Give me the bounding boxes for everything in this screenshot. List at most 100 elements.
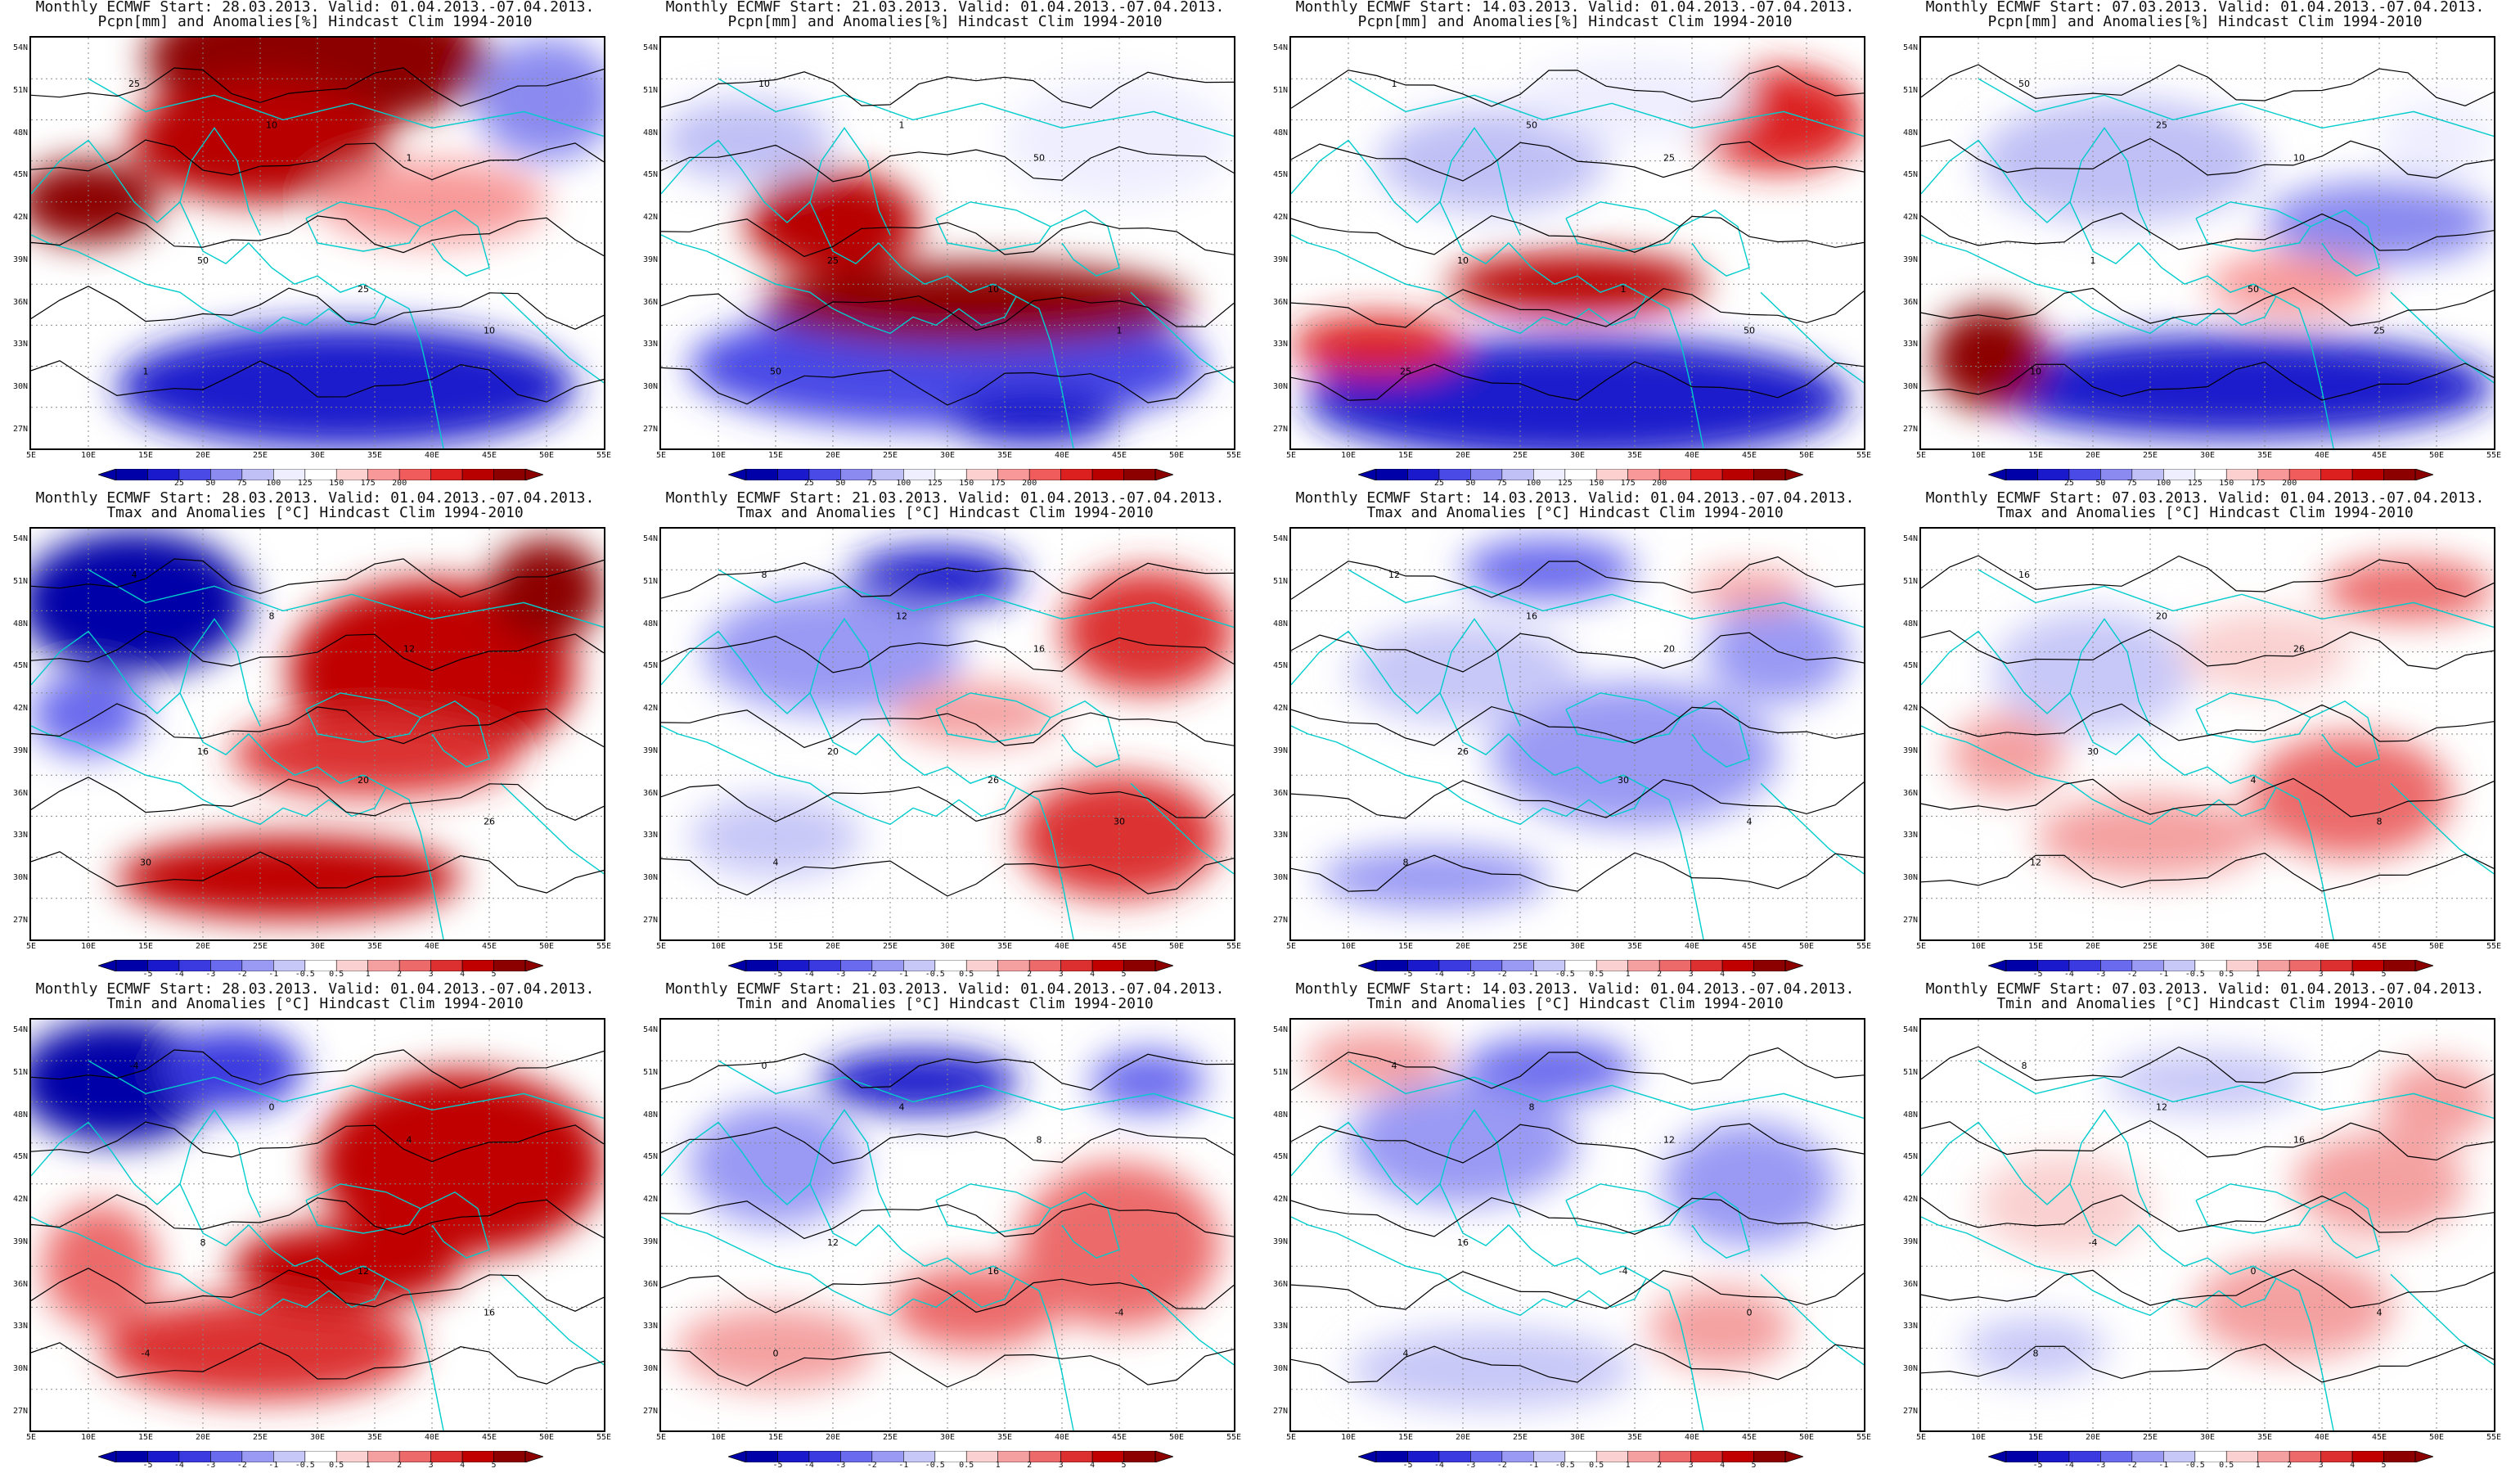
contour-label: 12 bbox=[1388, 570, 1400, 580]
colorbar-segment bbox=[493, 1450, 526, 1463]
colorbar-tick-label: -1 bbox=[268, 970, 279, 979]
latitude-label: 42N bbox=[12, 213, 28, 223]
latitude-label: 45N bbox=[1272, 1152, 1288, 1162]
contour-label: -4 bbox=[1115, 1307, 1124, 1318]
longitude-label: 40E bbox=[1054, 451, 1070, 460]
colorbar-tick-label: 1 bbox=[2255, 1461, 2261, 1470]
anomaly-region bbox=[1091, 1050, 1205, 1112]
colorbar-tick-label: 100 bbox=[2156, 479, 2171, 488]
longitude-label: 30E bbox=[309, 451, 326, 460]
coastline bbox=[31, 1060, 604, 1430]
contour-line bbox=[31, 67, 604, 107]
panel-title: Monthly ECMWF Start: 28.03.2013. Valid: … bbox=[35, 980, 595, 998]
colorbar-tick-label: 0.5 bbox=[2219, 970, 2234, 979]
forecast-panel: Monthly ECMWF Start: 21.03.2013. Valid: … bbox=[630, 0, 1260, 491]
coastline bbox=[1921, 1060, 2494, 1430]
contour-line bbox=[1291, 705, 1864, 746]
contour-label: 10 bbox=[2293, 153, 2305, 164]
contour-label: -4 bbox=[2089, 1237, 2098, 1248]
colorbar-tick-label: -4 bbox=[2063, 970, 2074, 979]
colorbar-tick-label: 150 bbox=[2219, 479, 2234, 488]
latitude-label: 27N bbox=[1272, 916, 1288, 925]
longitude-label: 55E bbox=[2486, 451, 2502, 460]
anomaly-map: 25 10 1 50 25 10 1 bbox=[31, 38, 604, 448]
latitude-label: 27N bbox=[642, 1407, 658, 1416]
latitude-label: 30N bbox=[12, 382, 28, 392]
colorbar-tick-label: 4 bbox=[1720, 1461, 1726, 1470]
longitude-label: 25E bbox=[2142, 942, 2158, 951]
anomaly-region bbox=[1463, 538, 1635, 601]
contour-line bbox=[661, 218, 1234, 258]
latitude-label: 30N bbox=[642, 382, 658, 392]
contour-line bbox=[1921, 137, 2494, 179]
longitude-label: 45E bbox=[481, 1433, 497, 1442]
latitude-label: 36N bbox=[642, 1279, 658, 1289]
colorbar-tick-label: 5 bbox=[491, 1461, 497, 1470]
contour-label: 10 bbox=[484, 325, 495, 336]
longitude-label: 25E bbox=[252, 451, 268, 460]
contour-label: -4 bbox=[1619, 1266, 1628, 1277]
longitude-label: 35E bbox=[1627, 942, 1643, 951]
panel-title: Monthly ECMWF Start: 21.03.2013. Valid: … bbox=[665, 489, 1225, 507]
colorbar-tick-label: 0.5 bbox=[2219, 1461, 2234, 1470]
colorbar-svg bbox=[97, 468, 545, 481]
colorbar-tick-label: -3 bbox=[1465, 970, 1476, 979]
colorbar-tick-label: 5 bbox=[1121, 970, 1127, 979]
longitude-label: 20E bbox=[825, 1433, 841, 1442]
longitude-label: 30E bbox=[2199, 451, 2216, 460]
latitude-label: 51N bbox=[12, 576, 28, 586]
contour-label: 30 bbox=[1114, 816, 1125, 827]
colorbar-segment bbox=[1123, 1450, 1156, 1463]
colorbar-tick-label: 3 bbox=[1058, 1461, 1064, 1470]
contour-label: 8 bbox=[1403, 858, 1409, 868]
colorbar-tick-label: -0.5 bbox=[925, 1461, 945, 1470]
contour-label: 4 bbox=[2251, 775, 2257, 786]
latitude-label: 33N bbox=[12, 1322, 28, 1331]
colorbar-tick-label: 50 bbox=[835, 479, 846, 488]
contour-label: 8 bbox=[200, 1237, 206, 1248]
contour-line bbox=[661, 709, 1234, 749]
panel-subtitle: Tmax and Anomalies [°C] Hindcast Clim 19… bbox=[1996, 504, 2414, 521]
contour-label: 26 bbox=[2293, 644, 2305, 655]
colorbar: 25 50 75 100 125 150 175 200 bbox=[97, 468, 545, 489]
contour-label: -4 bbox=[130, 1061, 139, 1071]
contour-line bbox=[1291, 65, 1864, 109]
longitude-label: 15E bbox=[767, 1433, 784, 1442]
colorbar-segment bbox=[398, 1450, 432, 1463]
map-frame: 1 50 25 10 1 50 25 bbox=[1289, 36, 1865, 450]
longitude-label: 15E bbox=[767, 942, 784, 951]
colorbar-tick-label: 4 bbox=[460, 970, 466, 979]
anomaly-region bbox=[2193, 1255, 2394, 1359]
colorbar-tick-label: -5 bbox=[2032, 970, 2043, 979]
longitude-label: 5E bbox=[25, 451, 37, 460]
longitude-label: 50E bbox=[1168, 451, 1185, 460]
longitude-label: 50E bbox=[1168, 942, 1185, 951]
colorbar-tick-label: 5 bbox=[2381, 970, 2387, 979]
latitude-label: 30N bbox=[12, 873, 28, 883]
contour-label: 20 bbox=[2156, 610, 2167, 621]
colorbar-arrow-right bbox=[524, 959, 545, 972]
colorbar-segment bbox=[1721, 1450, 1754, 1463]
latitude-label: 51N bbox=[12, 1067, 28, 1077]
latitude-label: 33N bbox=[1272, 1322, 1288, 1331]
colorbar-tick-label: -2 bbox=[2126, 1461, 2137, 1470]
colorbar-arrow-left bbox=[1987, 468, 2007, 481]
longitude-label: 20E bbox=[1455, 1433, 1471, 1442]
longitude-label: 10E bbox=[80, 1433, 97, 1442]
contour-line bbox=[1291, 1270, 1864, 1310]
colorbar-tick-label: 1 bbox=[1625, 1461, 1631, 1470]
colorbar-segment bbox=[493, 468, 526, 481]
longitude-label: 35E bbox=[2257, 451, 2273, 460]
colorbar-svg bbox=[1357, 468, 1805, 481]
colorbar-svg bbox=[97, 1450, 545, 1463]
colorbar-tick-label: 125 bbox=[2187, 479, 2203, 488]
colorbar-tick-label: 2 bbox=[1657, 970, 1663, 979]
colorbar-segment bbox=[461, 1450, 494, 1463]
longitude-label: 15E bbox=[137, 942, 154, 951]
colorbar-segment bbox=[1721, 468, 1754, 481]
colorbar: -5 -4 -3 -2 -1 -0.5 0.5 1 2 3 4 5 bbox=[1357, 1450, 1805, 1471]
contour-label: 50 bbox=[1526, 119, 1537, 130]
contour-label: 1 bbox=[2090, 255, 2096, 266]
contour-label: 30 bbox=[140, 858, 151, 868]
anomaly-region bbox=[1649, 1286, 1793, 1369]
